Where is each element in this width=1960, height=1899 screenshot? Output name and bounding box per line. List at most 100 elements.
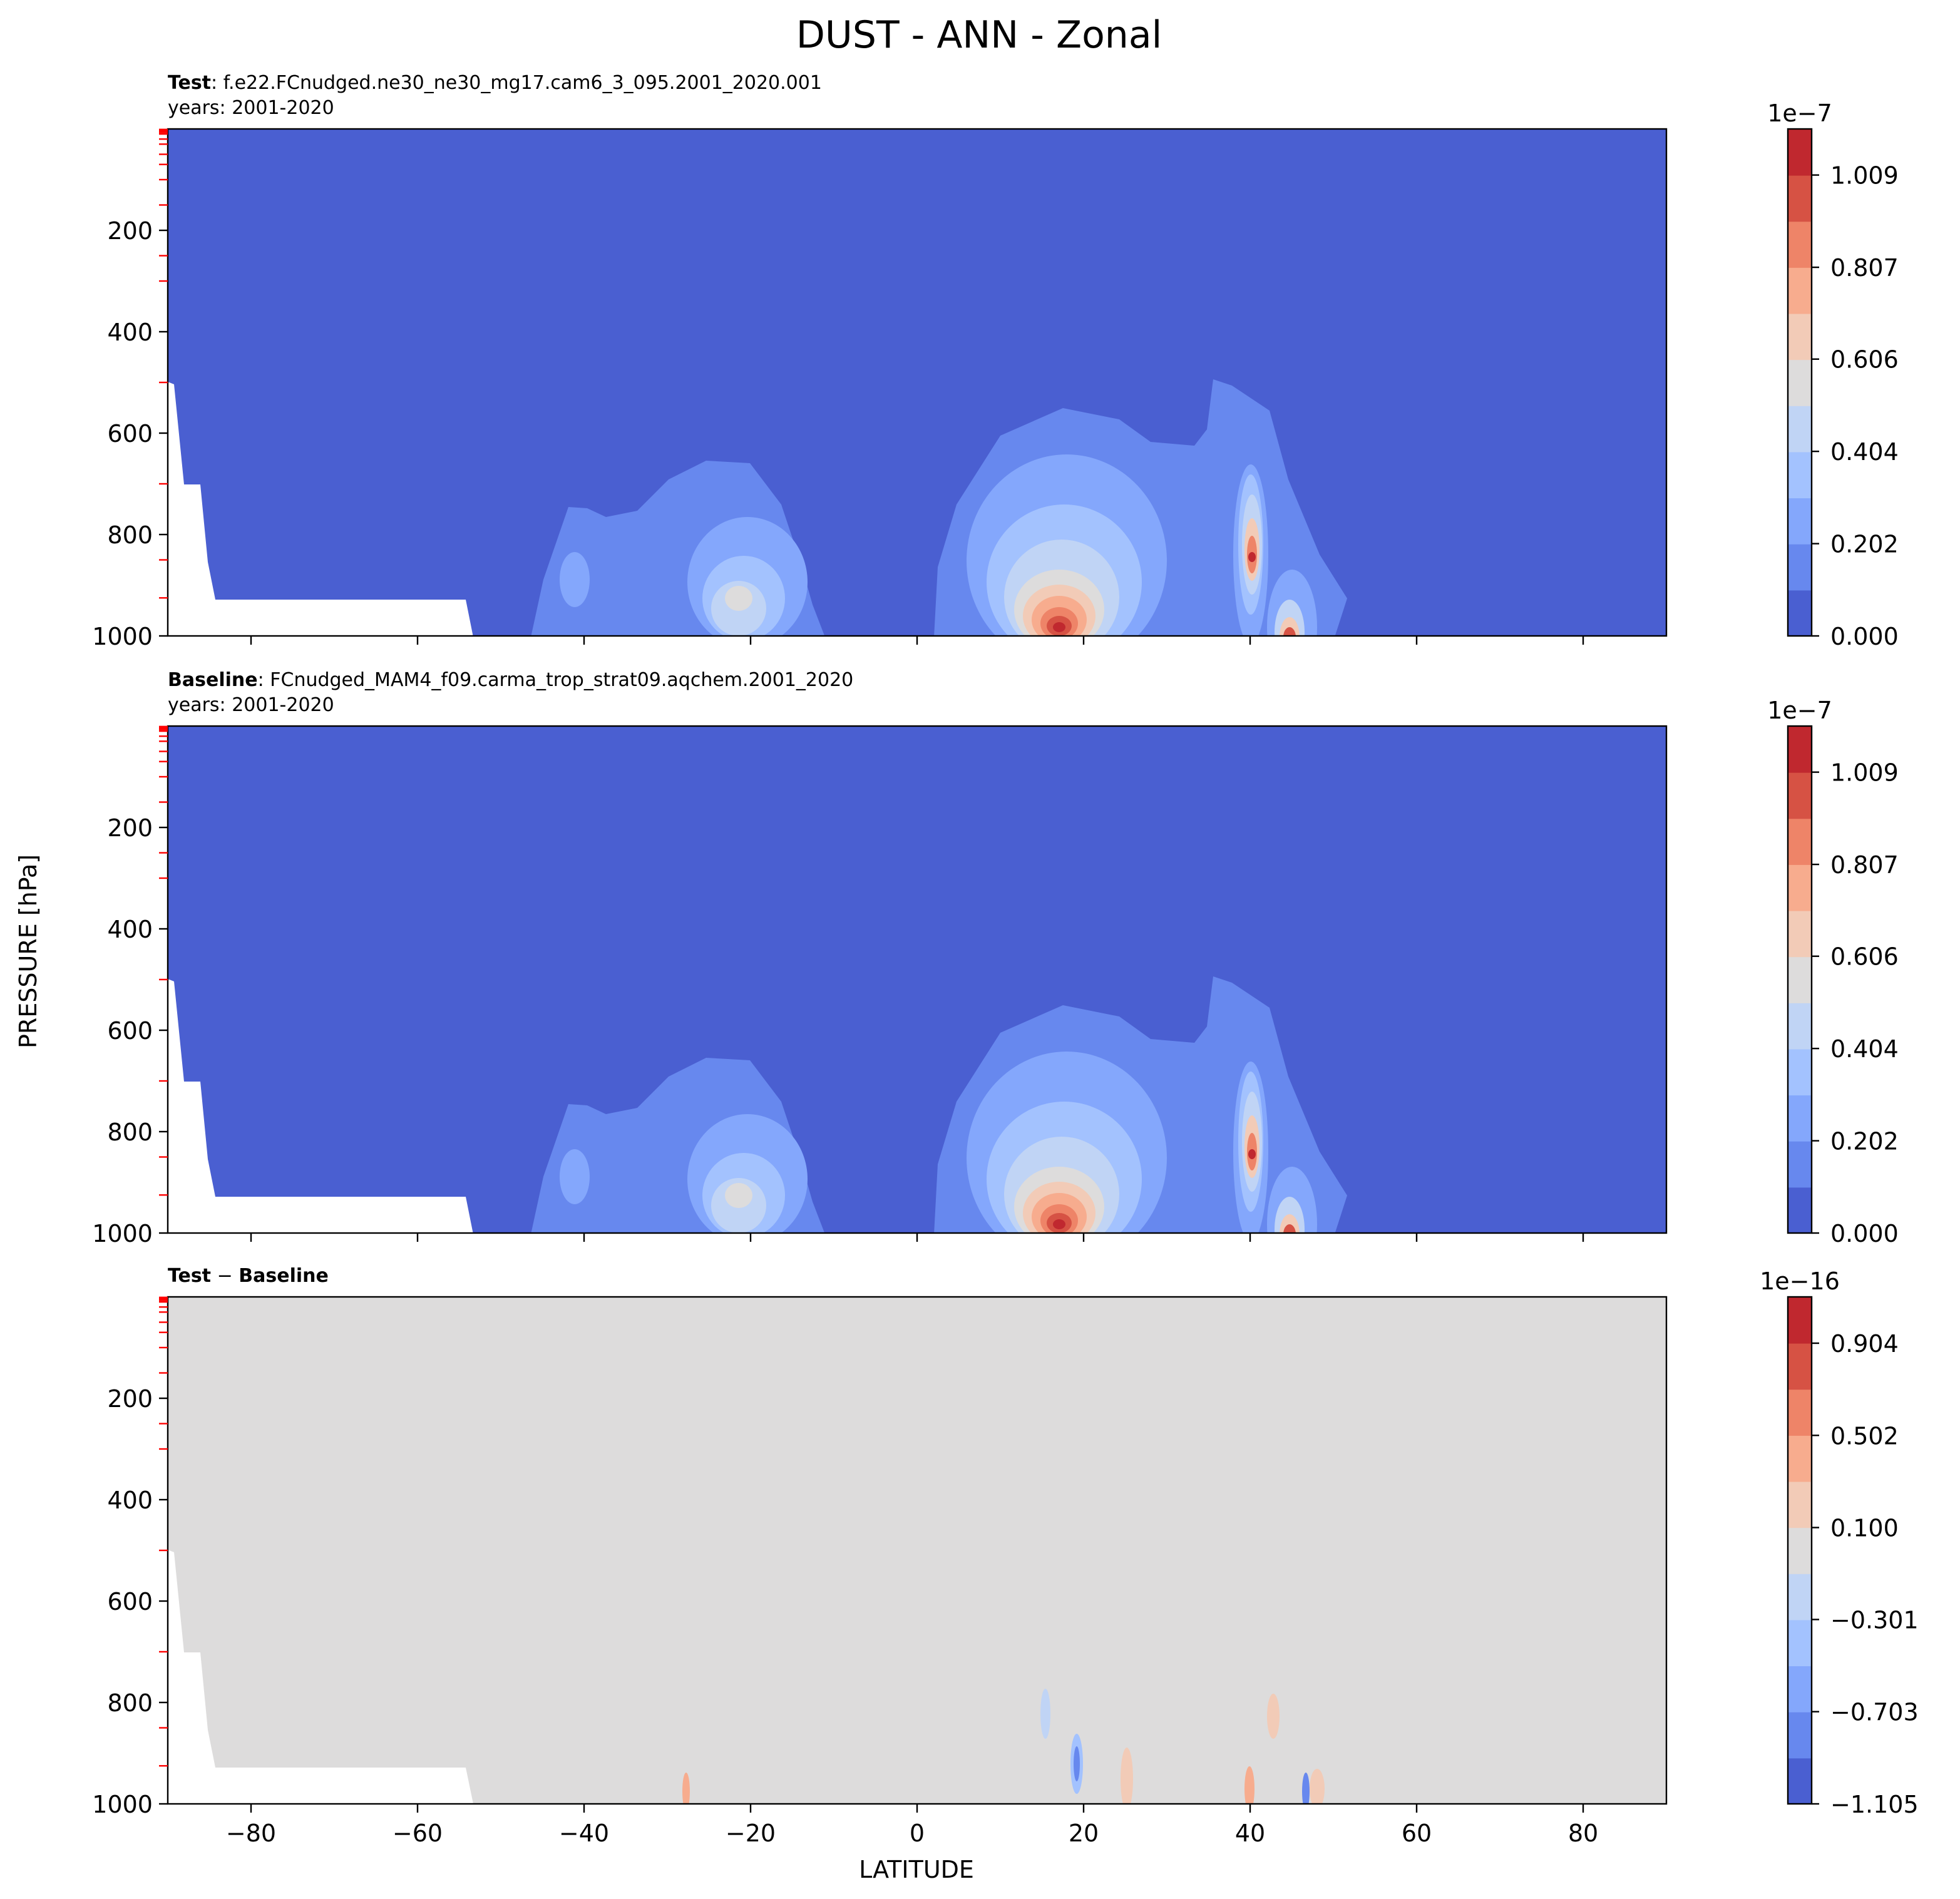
title-part: : f.e22.FCnudged.ne30_ne30_mg17.cam6_3_0… <box>211 72 822 94</box>
contour-fill <box>1248 552 1256 562</box>
y-tick-label: 200 <box>107 217 153 245</box>
title-part: : FCnudged_MAM4_f09.carma_trop_strat09.a… <box>258 669 854 691</box>
panel-title: Baseline: FCnudged_MAM4_f09.carma_trop_s… <box>168 669 853 691</box>
y-tick-label: 600 <box>107 1017 153 1045</box>
missing-region <box>168 1550 473 1804</box>
contour-fill <box>1283 1224 1296 1233</box>
x-axis-label: LATITUDE <box>859 1856 974 1883</box>
colorbar-box <box>1788 1187 1812 1234</box>
colorbar-box <box>1788 498 1812 545</box>
x-tick-label: −80 <box>226 1820 276 1847</box>
colorbar-box <box>1788 1666 1812 1712</box>
x-tick-label: −60 <box>393 1820 443 1847</box>
colorbar-tick-label: 0.202 <box>1830 531 1899 558</box>
y-tick-label: 400 <box>107 1487 153 1514</box>
x-tick-label: 40 <box>1235 1820 1265 1847</box>
contour-fill <box>560 552 590 607</box>
colorbar-box <box>1788 726 1812 773</box>
colorbar-offset-label: 1e−7 <box>1767 697 1832 724</box>
contour-fill <box>168 1297 1666 1804</box>
colorbar-box <box>1788 313 1812 361</box>
colorbar-box <box>1788 1435 1812 1482</box>
colorbar-box <box>1788 1758 1812 1804</box>
y-tick-label: 800 <box>107 1118 153 1146</box>
colorbar-box <box>1788 864 1812 911</box>
colorbar-tick-label: 0.807 <box>1830 851 1899 879</box>
colorbar-box <box>1788 1343 1812 1390</box>
y-tick-label: 1000 <box>92 1220 153 1247</box>
panel-subtitle: years: 2001-2020 <box>168 97 334 119</box>
contour-fill <box>1302 1773 1310 1804</box>
contour-fill <box>682 1773 690 1804</box>
title-part: Test <box>168 72 211 94</box>
panel-subtitle: years: 2001-2020 <box>168 694 334 716</box>
colorbar-box <box>1788 1002 1812 1050</box>
x-tick-label: 80 <box>1568 1820 1598 1847</box>
colorbar-box <box>1788 910 1812 958</box>
colorbar-tick-label: 0.807 <box>1830 254 1899 282</box>
x-tick-label: −40 <box>559 1820 609 1847</box>
colorbar-tick-label: −0.703 <box>1830 1699 1919 1726</box>
contour-fill <box>1248 1149 1256 1159</box>
contour-field <box>168 1297 1666 1804</box>
colorbar-box <box>1788 772 1812 819</box>
title-part: Test <box>168 1265 211 1287</box>
colorbar-offset-label: 1e−7 <box>1767 100 1832 127</box>
colorbar-frame <box>1787 725 1813 1234</box>
colorbar-box <box>1788 543 1812 591</box>
colorbar-tick-label: 0.606 <box>1830 943 1899 971</box>
colorbar-tick-label: −1.105 <box>1830 1791 1919 1818</box>
contour-fill <box>1074 1746 1080 1781</box>
y-tick-label: 800 <box>107 1689 153 1717</box>
colorbar-box <box>1788 359 1812 406</box>
colorbar-tick-label: 0.202 <box>1830 1128 1899 1155</box>
contour-fill <box>725 1183 752 1208</box>
x-tick-label: 20 <box>1069 1820 1099 1847</box>
title-part: − <box>211 1265 239 1287</box>
contour-fill <box>1310 1769 1325 1804</box>
title-part: Baseline <box>168 669 258 691</box>
contour-fill <box>1121 1748 1133 1804</box>
colorbar-box <box>1788 1711 1812 1759</box>
colorbar-box <box>1788 451 1812 499</box>
panel-title: Test − Baseline <box>168 1265 329 1287</box>
x-tick-label: 0 <box>910 1820 925 1847</box>
missing-region <box>168 382 473 636</box>
colorbar-box <box>1788 956 1812 1003</box>
colorbar-box <box>1788 1297 1812 1344</box>
contour-fill <box>1053 1219 1065 1229</box>
contour-fill <box>725 586 752 611</box>
colorbar-tick-label: 0.000 <box>1830 623 1899 650</box>
colorbar-box <box>1788 1481 1812 1528</box>
contour-fill <box>1053 622 1065 632</box>
colorbar-box <box>1788 1389 1812 1436</box>
contour-fill <box>560 1149 590 1204</box>
y-tick-label: 200 <box>107 1385 153 1413</box>
contour-fill <box>1040 1689 1050 1739</box>
contour-fill <box>168 129 1666 636</box>
colorbar-box <box>1788 1573 1812 1620</box>
y-tick-label: 200 <box>107 814 153 842</box>
colorbar-tick-label: 0.502 <box>1830 1422 1899 1450</box>
colorbar-tick-label: 1.009 <box>1830 162 1899 190</box>
colorbar-offset-label: 1e−16 <box>1760 1267 1840 1295</box>
contour-field <box>168 129 1666 636</box>
contour-fill <box>1283 627 1296 636</box>
colorbar-box <box>1788 1527 1812 1574</box>
x-tick-label: 60 <box>1402 1820 1432 1847</box>
colorbar-tick-label: 0.404 <box>1830 438 1899 466</box>
colorbar-box <box>1788 1140 1812 1188</box>
y-tick-label: 400 <box>107 319 153 346</box>
colorbar-box <box>1788 129 1812 176</box>
colorbar-box <box>1788 1619 1812 1667</box>
colorbar-tick-label: 0.100 <box>1830 1515 1899 1542</box>
y-tick-label: 400 <box>107 916 153 943</box>
title-part: Baseline <box>239 1265 329 1287</box>
colorbar-tick-label: 0.606 <box>1830 346 1899 374</box>
contour-field <box>168 726 1666 1233</box>
contour-fill <box>1267 1694 1280 1739</box>
colorbar-box <box>1788 590 1812 637</box>
colorbar-tick-label: −0.301 <box>1830 1606 1919 1634</box>
colorbar-box <box>1788 175 1812 222</box>
